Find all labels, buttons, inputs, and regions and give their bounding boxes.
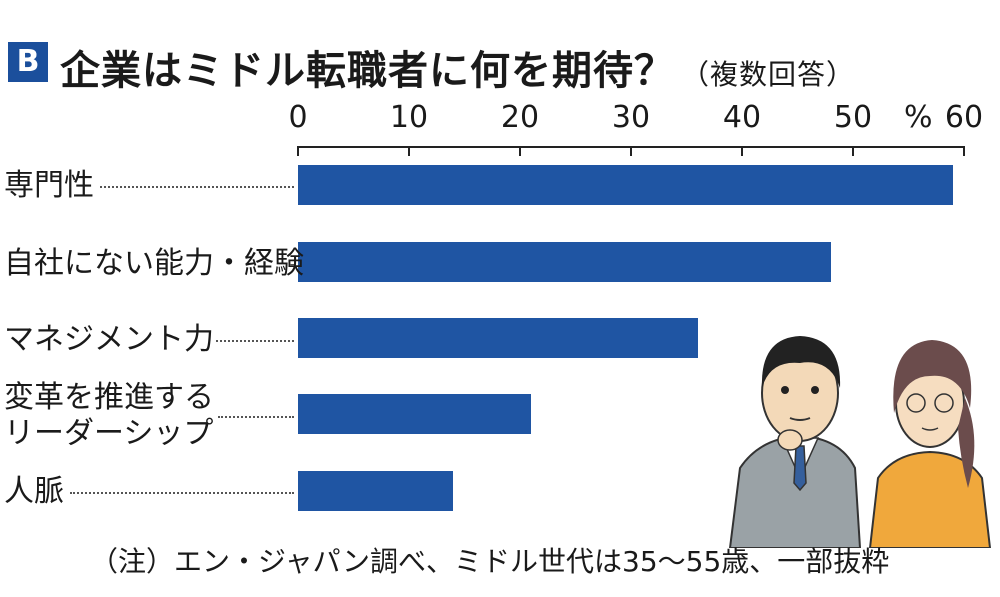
x-tick-mark [852,146,854,156]
x-tick-mark [519,146,521,156]
category-label: 専門性 [4,168,94,203]
bar [298,471,454,511]
bar [298,242,831,282]
x-tick-label: 20 [500,100,540,135]
category-label: リーダーシップ [4,416,214,451]
leader-line [218,416,294,418]
x-tick-label: 10 [389,100,429,135]
category-label: 人脈 [4,474,64,509]
category-label: 自社にない能力・経験 [4,246,304,281]
leader-line [216,340,294,342]
leader-line [70,492,294,494]
x-tick-label: 50 [833,100,873,135]
chart-title: 企業はミドル転職者に何を期待？ （複数回答） [60,38,855,96]
chart-subtitle: （複数回答） [681,58,856,91]
category-label: マネジメント力 [4,322,214,357]
bar [298,318,698,358]
category-label: 変革を推進する [4,380,214,415]
x-tick-mark [630,146,632,156]
x-tick-label: 30 [611,100,651,135]
bar [298,394,532,434]
bar [298,165,953,205]
x-axis-unit: % [904,100,933,135]
x-tick-label: 40 [722,100,762,135]
x-tick-label: 0 [288,100,308,135]
footnote: （注）エン・ジャパン調べ、ミドル世代は35〜55歳、一部抜粋 [90,545,890,578]
x-tick-mark [741,146,743,156]
x-tick-mark [963,146,965,156]
chart-title-text: 企業はミドル転職者に何を期待？ [60,48,675,94]
section-badge: B [8,42,48,82]
x-tick-mark [408,146,410,156]
businesspeople-illustration [728,336,992,548]
leader-line [290,264,294,266]
x-tick-mark [297,146,299,156]
leader-line [100,186,294,188]
x-tick-label: 60 [944,100,984,135]
